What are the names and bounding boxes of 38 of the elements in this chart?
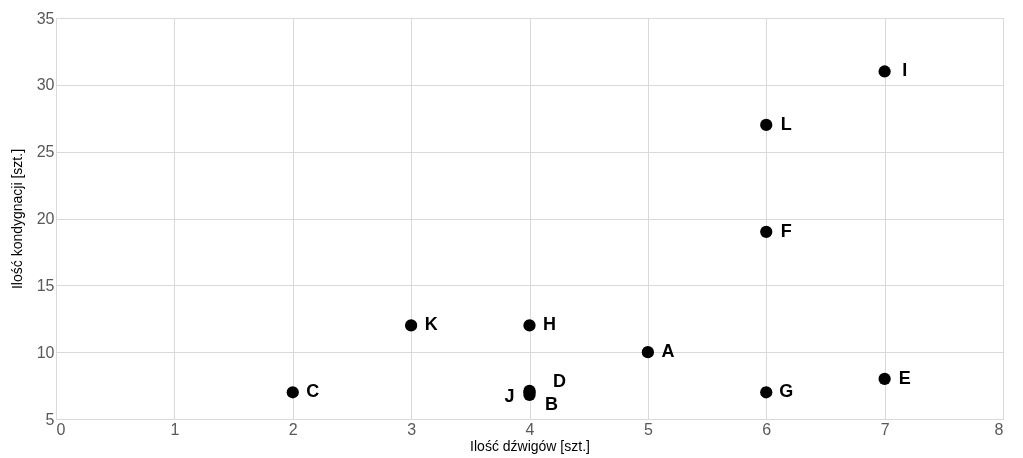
y-tick-label: 15 (36, 276, 55, 294)
x-tick-label: 5 (643, 420, 653, 438)
y-tick-label: 10 (36, 343, 55, 361)
annotation: L (780, 113, 792, 134)
point (760, 225, 773, 238)
x-tick-label: 7 (880, 420, 890, 438)
annotation: G (779, 381, 794, 402)
x-tick-label: 2 (288, 420, 298, 438)
y-tick-label: 25 (36, 143, 55, 161)
annotation: K (424, 314, 438, 335)
point (878, 372, 891, 386)
annotation: B (545, 393, 558, 414)
annotation: F (780, 220, 792, 241)
annotation: H (543, 314, 556, 335)
y-tick-label: 30 (36, 76, 55, 94)
annotation: D (553, 370, 566, 391)
y-tick-label: 35 (36, 9, 55, 27)
x-tick-label: 3 (407, 420, 417, 438)
annotation: E (898, 367, 911, 388)
point (286, 386, 299, 399)
point (523, 319, 536, 332)
x-tick-label: 4 (525, 420, 535, 438)
y-tick-label: 20 (36, 210, 55, 227)
point (878, 65, 891, 78)
annotation: C (306, 381, 320, 402)
x-tick-label: 8 (994, 420, 1004, 438)
y-axis-title: Ilość kondygnacji [szt.] (8, 148, 25, 290)
x-tick-label: 0 (56, 420, 66, 438)
point (641, 346, 654, 359)
x-axis-title: Ilość dźwigów [szt.] (470, 437, 590, 454)
point (760, 118, 773, 132)
x-tick-label: 1 (170, 420, 180, 438)
x-tick-label: 6 (762, 420, 772, 438)
point (760, 386, 773, 399)
point (405, 319, 418, 332)
annotation: J (504, 386, 515, 407)
annotation: A (661, 341, 675, 362)
annotation: I (902, 60, 908, 81)
